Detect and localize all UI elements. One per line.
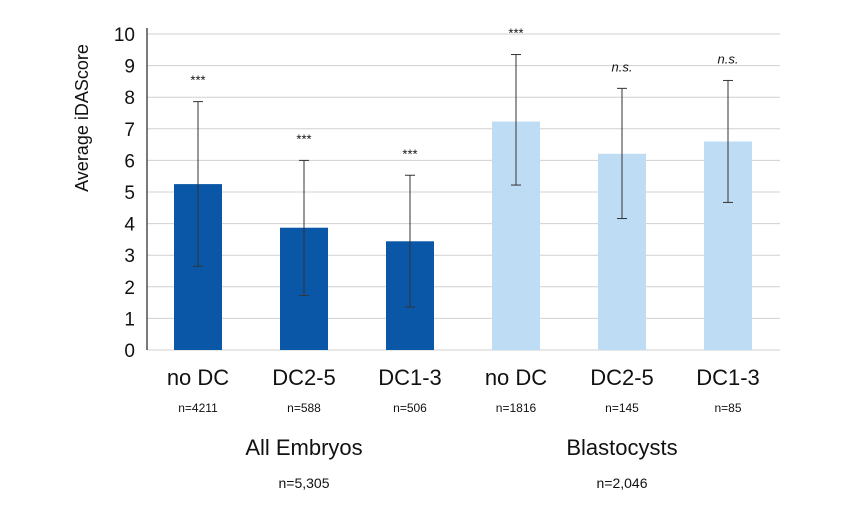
significance-label: ***	[402, 146, 417, 161]
group-label: All Embryos	[245, 435, 362, 460]
significance-label: ***	[296, 131, 311, 146]
category-label: DC2-5	[272, 365, 336, 390]
y-tick-label: 8	[124, 88, 135, 109]
group-label: Blastocysts	[566, 435, 677, 460]
category-label: DC1-3	[696, 365, 760, 390]
y-tick-label: 10	[114, 25, 135, 46]
y-tick-label: 2	[124, 278, 135, 299]
n-label: n=506	[393, 401, 427, 415]
category-label: DC2-5	[590, 365, 654, 390]
y-axis-title: Average iDAScore	[72, 44, 92, 192]
y-tick-label: 9	[124, 57, 135, 78]
group-n-label: n=2,046	[597, 475, 648, 491]
y-tick-label: 1	[124, 309, 135, 330]
n-label: n=85	[714, 401, 741, 415]
n-label: n=1816	[496, 401, 537, 415]
y-tick-label: 7	[124, 120, 135, 141]
category-label: no DC	[485, 365, 547, 390]
significance-label: n.s.	[612, 59, 633, 74]
significance-label: n.s.	[718, 51, 739, 66]
y-tick-label: 0	[124, 341, 135, 362]
y-tick-label: 6	[124, 151, 135, 172]
n-label: n=588	[287, 401, 321, 415]
category-label: DC1-3	[378, 365, 442, 390]
significance-label: ***	[190, 73, 205, 88]
group-n-label: n=5,305	[279, 475, 330, 491]
n-label: n=4211	[178, 401, 218, 415]
y-tick-label: 4	[124, 215, 135, 236]
y-tick-label: 3	[124, 246, 135, 267]
y-tick-label: 5	[124, 183, 135, 204]
category-label: no DC	[167, 365, 229, 390]
significance-label: ***	[508, 26, 523, 41]
n-label: n=145	[605, 401, 639, 415]
